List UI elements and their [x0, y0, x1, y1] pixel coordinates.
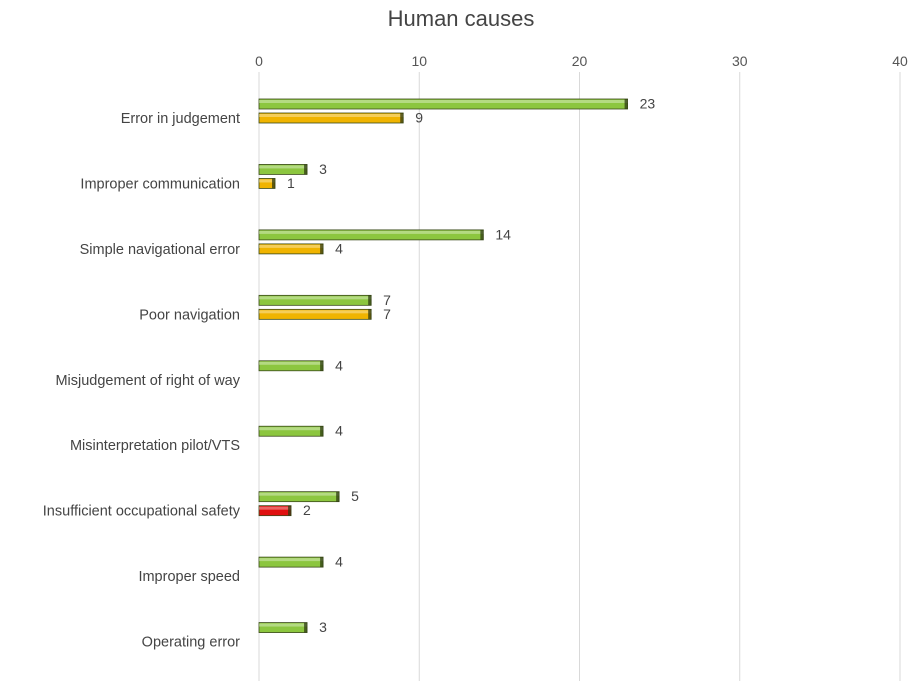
- bar-end-cap: [304, 164, 308, 175]
- category-label: Misjudgement of right of way: [55, 373, 240, 389]
- category-label: Operating error: [142, 635, 240, 651]
- bar-end-cap: [320, 243, 324, 254]
- data-label: 9: [415, 110, 423, 126]
- bar-end-cap: [368, 309, 372, 320]
- data-label: 4: [335, 357, 343, 373]
- bar-highlight: [259, 114, 404, 117]
- bar-highlight: [259, 492, 340, 496]
- bar-highlight: [259, 427, 324, 431]
- bar-highlight: [259, 361, 324, 365]
- x-tick-label: 10: [411, 53, 427, 69]
- x-tick-label: 30: [732, 53, 748, 69]
- bar-end-cap: [304, 622, 308, 633]
- bar-end-cap: [272, 178, 276, 189]
- data-label: 4: [335, 554, 343, 570]
- bar-highlight: [259, 310, 372, 314]
- category-label: Improper communication: [80, 176, 240, 192]
- bar-end-cap: [320, 557, 324, 568]
- data-label: 4: [335, 423, 343, 439]
- x-tick-label: 0: [255, 53, 263, 69]
- data-label: 7: [383, 292, 391, 308]
- data-label: 1: [287, 175, 295, 191]
- x-tick-label: 40: [892, 53, 908, 69]
- bar-highlight: [259, 179, 276, 183]
- bar-highlight: [259, 230, 484, 234]
- bar-highlight: [259, 558, 324, 562]
- bar-highlight: [259, 506, 292, 510]
- chart-title: Human causes: [388, 6, 535, 31]
- category-label: Improper speed: [138, 569, 240, 585]
- data-label: 5: [351, 488, 359, 504]
- bar-end-cap: [368, 295, 372, 306]
- bar-highlight: [259, 165, 308, 169]
- category-labels: Error in judgement Improper communication…: [43, 111, 241, 651]
- bar-highlight: [259, 244, 324, 248]
- category-label: Insufficient occupational safety: [43, 504, 241, 520]
- data-label: 3: [319, 161, 327, 177]
- bar-end-cap: [320, 426, 324, 437]
- category-label: Error in judgement: [121, 111, 240, 127]
- bar-end-cap: [320, 360, 324, 371]
- grid-lines: [258, 72, 901, 681]
- category-label: Simple navigational error: [80, 242, 241, 258]
- data-label: 7: [383, 306, 391, 322]
- data-labels: 23 9 3 1 14 4 77 4 4 5 2 4 3: [287, 96, 655, 636]
- bar-end-cap: [400, 113, 404, 123]
- bar-highlight: [259, 100, 628, 103]
- bar-end-cap: [624, 99, 628, 109]
- bar-highlight: [259, 623, 308, 627]
- bar-end-cap: [288, 505, 292, 516]
- data-label: 23: [640, 96, 656, 112]
- data-label: 14: [495, 226, 511, 242]
- data-label: 4: [335, 240, 343, 256]
- bar-end-cap: [336, 491, 340, 502]
- bars: [258, 98, 628, 633]
- bar-end-cap: [480, 229, 484, 240]
- bar-highlight: [259, 296, 372, 300]
- category-label: Misinterpretation pilot/VTS: [70, 438, 240, 454]
- data-label: 2: [303, 502, 311, 518]
- category-label: Poor navigation: [139, 307, 240, 323]
- data-label: 3: [319, 619, 327, 635]
- x-axis-ticks: 0 10 20 30 40: [255, 53, 908, 69]
- x-tick-label: 20: [572, 53, 588, 69]
